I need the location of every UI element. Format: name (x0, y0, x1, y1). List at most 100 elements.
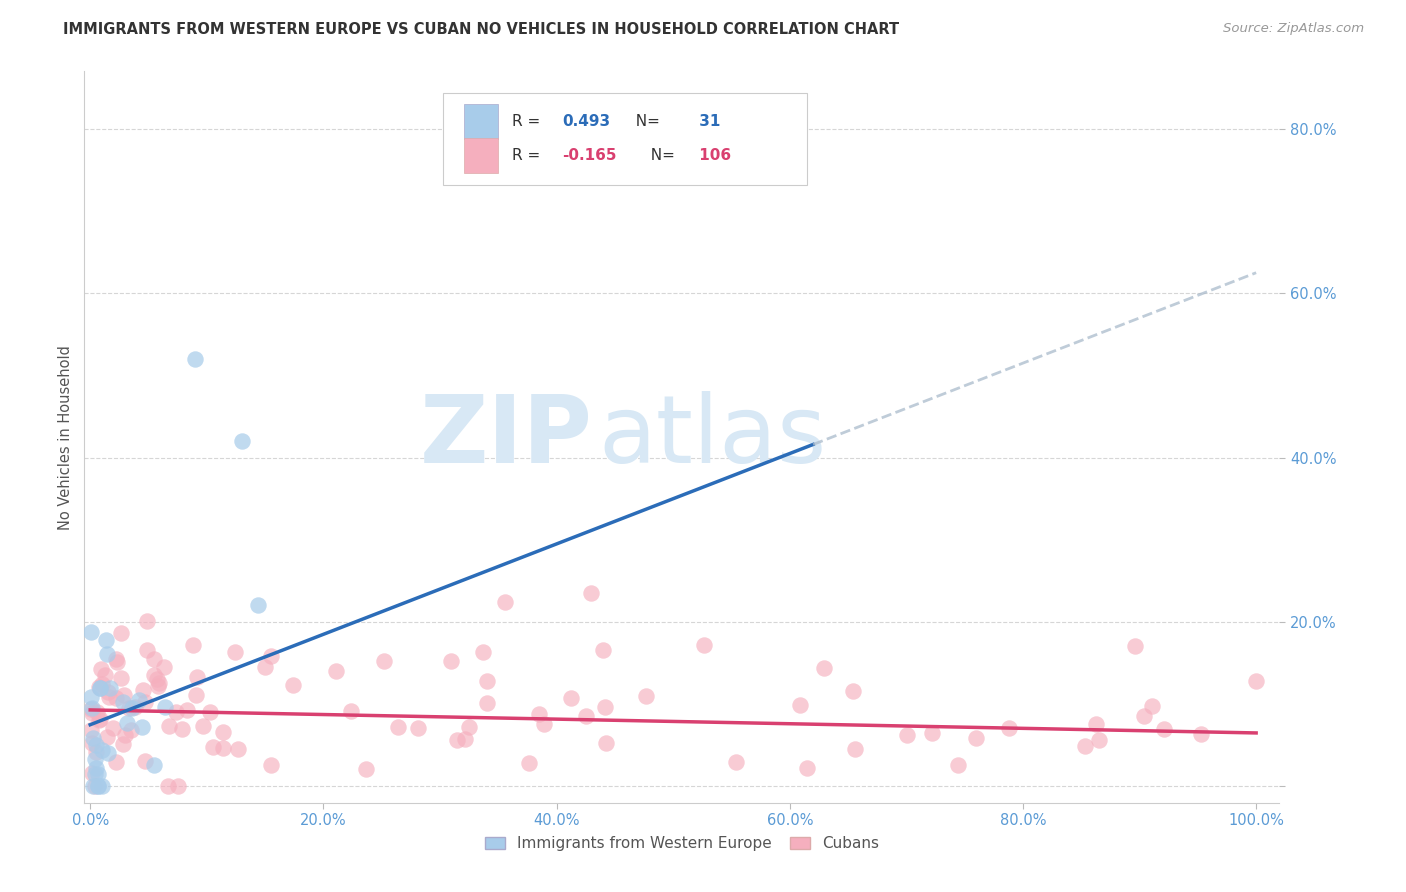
Point (157, 719, 180, 733)
Point (134, 755, 156, 769)
Point (533, 717, 555, 731)
Point (477, 673, 499, 688)
Point (948, 758, 970, 772)
Point (260, 649, 283, 664)
Point (965, 731, 987, 745)
Text: IMMIGRANTS FROM WESTERN EUROPE VS CUBAN NO VEHICLES IN HOUSEHOLD CORRELATION CHA: IMMIGRANTS FROM WESTERN EUROPE VS CUBAN … (63, 22, 900, 37)
Point (517, 756, 540, 771)
Point (212, 740, 235, 755)
Point (813, 661, 835, 675)
Point (148, 680, 170, 694)
Point (184, 351, 207, 366)
Point (254, 660, 277, 674)
Point (84, 745, 107, 759)
Point (90, 780, 112, 794)
Point (440, 655, 463, 669)
Point (226, 742, 249, 756)
Point (259, 758, 281, 772)
Point (105, 652, 128, 666)
Point (132, 683, 155, 698)
Point (84, 767, 107, 781)
Point (373, 654, 395, 668)
Point (145, 672, 167, 686)
Point (134, 695, 156, 709)
Text: R =: R = (512, 148, 546, 163)
Text: -0.165: -0.165 (562, 148, 617, 163)
Point (80, 690, 103, 704)
Point (96, 730, 118, 744)
Point (90, 677, 112, 691)
Point (560, 691, 582, 706)
Point (82, 736, 104, 750)
Point (128, 693, 150, 707)
Point (406, 721, 429, 735)
Y-axis label: No Vehicles in Household: No Vehicles in Household (58, 344, 73, 530)
Point (181, 638, 204, 652)
Point (124, 699, 146, 714)
Point (89, 681, 111, 695)
Point (153, 660, 176, 674)
Point (135, 614, 157, 628)
Point (998, 721, 1021, 735)
Point (82, 780, 104, 794)
Point (83, 752, 105, 766)
Point (91, 743, 114, 757)
Point (246, 598, 269, 612)
Point (87, 767, 110, 781)
Point (80, 702, 103, 716)
Point (110, 672, 132, 686)
Point (595, 736, 617, 750)
Point (121, 701, 143, 715)
Point (105, 690, 128, 705)
Point (87, 681, 110, 695)
Point (387, 721, 409, 735)
Point (142, 668, 165, 682)
Point (167, 780, 190, 794)
Point (724, 755, 747, 769)
Point (89, 681, 111, 695)
FancyBboxPatch shape (464, 138, 498, 173)
Point (101, 721, 124, 735)
Point (87, 780, 110, 794)
Text: atlas: atlas (599, 391, 827, 483)
Point (593, 700, 616, 714)
Point (212, 725, 235, 739)
Point (201, 740, 224, 755)
Point (143, 758, 166, 772)
Point (104, 755, 127, 769)
Point (110, 626, 132, 640)
Point (90, 662, 112, 676)
Point (458, 721, 481, 735)
Text: 106: 106 (695, 148, 731, 163)
Point (186, 670, 208, 684)
Point (224, 645, 246, 659)
Point (592, 643, 614, 657)
Point (685, 167, 707, 181)
Point (112, 737, 135, 751)
Point (117, 701, 139, 715)
Text: 0.493: 0.493 (562, 113, 610, 128)
Point (281, 678, 304, 692)
Point (80, 723, 103, 738)
Point (796, 761, 818, 775)
Point (94, 667, 117, 681)
Text: ZIP: ZIP (419, 391, 592, 483)
Legend: Immigrants from Western Europe, Cubans: Immigrants from Western Europe, Cubans (478, 830, 886, 857)
Point (446, 733, 468, 747)
Point (184, 688, 207, 702)
Point (1140, 699, 1163, 714)
Text: N=: N= (626, 113, 659, 128)
Point (98, 681, 121, 695)
Point (1189, 727, 1212, 741)
Point (84, 761, 107, 775)
Point (86, 706, 108, 720)
Point (693, 638, 716, 652)
FancyBboxPatch shape (443, 94, 807, 185)
Point (529, 706, 551, 721)
Point (198, 705, 221, 719)
Point (1244, 674, 1267, 689)
Text: R =: R = (512, 113, 546, 128)
Point (80, 766, 103, 780)
Point (83, 780, 105, 794)
Point (84, 738, 107, 752)
